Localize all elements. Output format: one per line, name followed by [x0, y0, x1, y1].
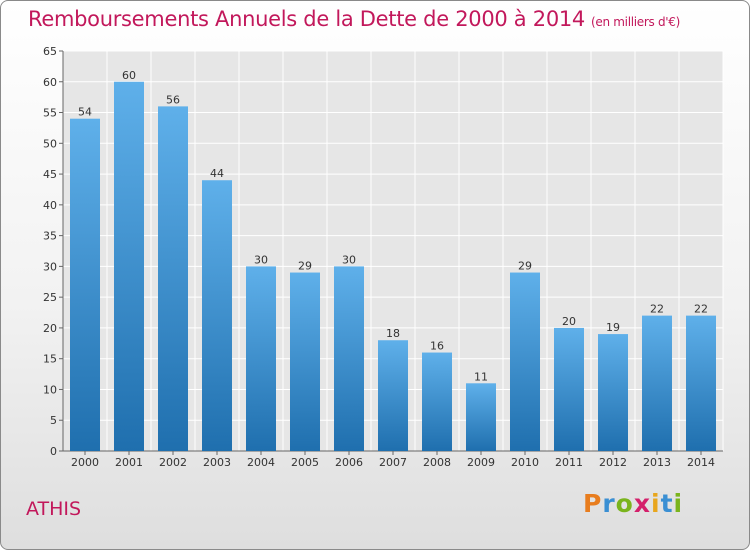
bar [378, 340, 408, 451]
bar [642, 315, 672, 451]
x-tick-label: 2005 [291, 456, 319, 469]
data-label: 22 [650, 303, 664, 316]
data-label: 22 [694, 303, 708, 316]
x-tick-label: 2006 [335, 456, 363, 469]
y-tick-label: 45 [43, 168, 57, 181]
x-tick-label: 2003 [203, 456, 231, 469]
x-tick-label: 2011 [555, 456, 583, 469]
bar [466, 383, 496, 451]
data-label: 30 [342, 253, 356, 266]
bar [598, 334, 628, 451]
x-tick-label: 2004 [247, 456, 275, 469]
data-label: 16 [430, 340, 444, 353]
x-tick-label: 2002 [159, 456, 187, 469]
data-label: 44 [210, 167, 224, 180]
data-label: 56 [166, 93, 180, 106]
y-tick-label: 35 [43, 230, 57, 243]
data-label: 18 [386, 327, 400, 340]
data-label: 11 [474, 370, 488, 383]
bar [334, 266, 364, 451]
data-label: 19 [606, 321, 620, 334]
y-tick-label: 25 [43, 291, 57, 304]
chart-unit: (en milliers d'€) [591, 15, 681, 29]
data-label: 20 [562, 315, 576, 328]
y-tick-label: 20 [43, 322, 57, 335]
chart-title-text: Remboursements Annuels de la Dette de 20… [28, 7, 585, 31]
logo-letter: x [633, 489, 651, 518]
x-tick-label: 2010 [511, 456, 539, 469]
y-tick-label: 30 [43, 260, 57, 273]
y-tick-label: 50 [43, 137, 57, 150]
x-tick-label: 2013 [643, 456, 671, 469]
logo-letter: t [660, 489, 674, 518]
city-name: ATHIS [26, 498, 82, 520]
x-tick-label: 2008 [423, 456, 451, 469]
x-tick-label: 2014 [687, 456, 715, 469]
logo-letter: i [651, 489, 661, 518]
y-tick-label: 65 [43, 45, 57, 58]
bar [290, 272, 320, 451]
logo-letter: P [583, 489, 603, 518]
bar [422, 352, 452, 451]
x-tick-label: 2009 [467, 456, 495, 469]
bar [158, 106, 188, 451]
logo-letter: o [615, 489, 634, 518]
data-label: 60 [122, 69, 136, 82]
bar [510, 272, 540, 451]
data-label: 30 [254, 253, 268, 266]
x-tick-label: 2001 [115, 456, 143, 469]
y-tick-label: 0 [50, 445, 57, 458]
y-tick-label: 40 [43, 199, 57, 212]
y-tick-label: 15 [43, 353, 57, 366]
bar [70, 118, 100, 451]
logo-letter: r [602, 489, 616, 518]
bar [246, 266, 276, 451]
bar [686, 315, 716, 451]
bar [554, 327, 584, 451]
y-tick-label: 5 [50, 414, 57, 427]
bar [202, 180, 232, 451]
chart-title: Remboursements Annuels de la Dette de 20… [28, 7, 680, 31]
y-tick-label: 10 [43, 383, 57, 396]
bar [114, 81, 144, 452]
logo-letter: i [673, 489, 684, 518]
data-label: 54 [78, 106, 92, 119]
proxiti-logo: Proxiti [583, 489, 683, 518]
y-tick-label: 60 [43, 76, 57, 89]
x-tick-label: 2007 [379, 456, 407, 469]
y-tick-label: 55 [43, 107, 57, 120]
x-tick-label: 2000 [71, 456, 99, 469]
data-label: 29 [298, 260, 312, 273]
data-label: 29 [518, 260, 532, 273]
x-tick-label: 2012 [599, 456, 627, 469]
